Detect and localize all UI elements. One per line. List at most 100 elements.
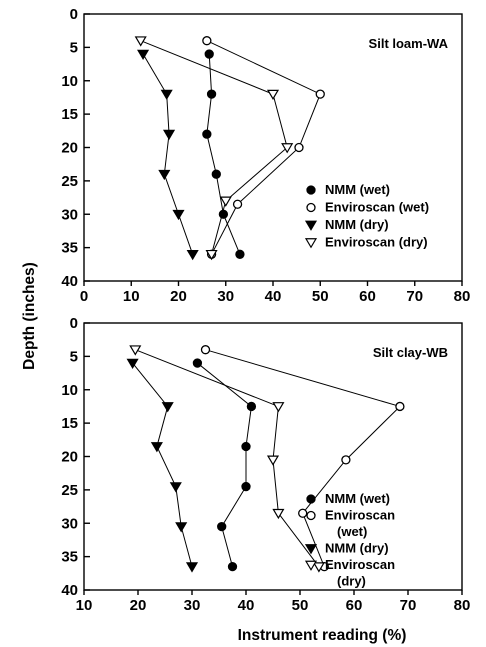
data-point-enviroscan-dry — [266, 455, 280, 466]
data-point-enviroscan-wet — [315, 89, 325, 99]
data-point-enviroscan-dry — [266, 89, 280, 101]
legend-label-nmm-wet: NMM (wet) — [325, 491, 390, 506]
y-tick-label: 15 — [61, 106, 78, 123]
legend-label-enviroscan-wet: Enviroscan (wet) — [325, 200, 429, 215]
series-line-nmm-wet — [197, 362, 252, 567]
x-tick-label: 60 — [359, 288, 376, 305]
y-axis-label: Depth (inches) — [21, 262, 38, 370]
y-tick-label: 0 — [70, 315, 78, 332]
data-point-enviroscan-dry — [281, 143, 294, 154]
legend-label-enviroscan-wet: (wet) — [337, 524, 367, 539]
data-point-nmm-dry — [185, 562, 199, 573]
series-nmm-dry — [137, 49, 199, 261]
panel-title: Silt clay-WB — [373, 345, 448, 360]
x-tick-label: 20 — [130, 597, 147, 614]
legend-label-nmm-wet: NMM (wet) — [325, 182, 390, 197]
series-nmm-dry — [126, 358, 199, 573]
data-point-nmm-wet — [241, 441, 251, 452]
y-tick-label: 15 — [61, 415, 78, 432]
legend-label-nmm-dry: NMM (dry) — [325, 217, 389, 232]
data-point-enviroscan-dry — [205, 249, 218, 261]
legend-marker-enviroscan-wet — [306, 510, 316, 521]
x-tick-label: 10 — [123, 288, 140, 305]
data-point-nmm-dry — [186, 249, 199, 261]
data-point-enviroscan-wet — [232, 199, 243, 209]
series-enviroscan-wet — [200, 345, 405, 572]
data-point-nmm-wet — [246, 401, 257, 412]
x-tick-label: 70 — [400, 597, 417, 614]
x-axis-label: Instrument reading (%) — [238, 627, 407, 644]
series-line-enviroscan-dry — [140, 40, 288, 255]
data-point-nmm-dry — [137, 49, 150, 60]
data-point-nmm-dry — [163, 129, 176, 141]
legend-marker-nmm-dry — [304, 220, 318, 231]
y-tick-label: 25 — [61, 173, 78, 190]
panel-title: Silt loam-WA — [369, 36, 449, 51]
data-point-enviroscan-dry — [312, 562, 325, 573]
legend-marker-nmm-wet — [306, 494, 316, 504]
data-point-nmm-dry — [172, 209, 185, 221]
series-line-nmm-dry — [142, 53, 194, 255]
legend: NMM (wet)Enviroscan(wet)NMM (dry)Enviros… — [304, 491, 395, 589]
y-tick-label: 10 — [61, 73, 78, 90]
legend: NMM (wet) Enviroscan (wet) NMM (dry) Enviro… — [304, 182, 429, 250]
series-nmm-wet — [192, 358, 257, 572]
data-point-enviroscan-wet — [341, 455, 351, 465]
x-tick-label: 30 — [184, 597, 201, 614]
data-point-enviroscan-dry — [272, 402, 285, 413]
x-tick-label: 0 — [80, 288, 88, 305]
y-tick-label: 10 — [61, 382, 78, 399]
series-line-enviroscan-wet — [205, 349, 401, 567]
legend-label-enviroscan-dry: Enviroscan (dry) — [325, 235, 428, 250]
y-tick-label: 40 — [61, 582, 78, 599]
legend-marker-enviroscan-dry — [304, 238, 318, 249]
data-point-nmm-wet — [241, 481, 251, 492]
legend-marker-nmm-dry — [304, 544, 318, 555]
data-point-enviroscan-wet — [200, 345, 211, 355]
data-point-nmm-dry — [161, 402, 174, 413]
x-tick-label: 20 — [170, 288, 187, 305]
data-point-enviroscan-wet — [298, 508, 308, 518]
data-point-nmm-dry — [126, 358, 139, 369]
y-tick-label: 30 — [61, 515, 78, 532]
series-line-nmm-dry — [132, 362, 193, 567]
x-tick-label: 50 — [292, 597, 309, 614]
x-tick-label: 30 — [217, 288, 234, 305]
data-point-nmm-wet — [211, 169, 221, 179]
x-tick-label: 80 — [454, 597, 471, 614]
y-tick-label: 30 — [61, 206, 78, 223]
data-point-nmm-wet — [217, 521, 227, 532]
legend-marker-enviroscan-wet — [306, 202, 316, 213]
series-enviroscan-dry — [129, 345, 325, 573]
x-tick-label: 70 — [406, 288, 423, 305]
data-point-enviroscan-wet — [294, 142, 304, 153]
y-tick-label: 20 — [61, 449, 78, 466]
series-enviroscan-dry — [134, 36, 294, 261]
data-point-nmm-dry — [158, 169, 171, 181]
series-line-nmm-wet — [206, 54, 241, 255]
series-nmm-wet — [202, 49, 245, 259]
y-tick-label: 35 — [61, 240, 78, 257]
data-point-nmm-wet — [235, 249, 245, 259]
x-tick-label: 80 — [454, 288, 471, 305]
data-point-nmm-wet — [227, 561, 238, 572]
legend-label-enviroscan-dry: Enviroscan — [325, 557, 395, 572]
data-point-enviroscan-dry — [272, 508, 285, 520]
data-point-nmm-dry — [169, 482, 182, 493]
y-tick-label: 0 — [70, 6, 78, 23]
legend-marker-nmm-wet — [306, 185, 316, 195]
data-point-nmm-dry — [160, 89, 173, 101]
legend-label-enviroscan-wet: Enviroscan — [325, 508, 395, 523]
y-tick-label: 40 — [61, 273, 78, 290]
data-point-enviroscan-dry — [129, 345, 142, 356]
y-tick-label: 25 — [61, 482, 78, 499]
data-point-enviroscan-dry — [219, 196, 232, 207]
data-point-nmm-dry — [175, 522, 188, 533]
data-point-enviroscan-dry — [134, 36, 147, 47]
y-tick-label: 5 — [70, 348, 78, 365]
data-point-nmm-wet — [202, 129, 212, 139]
y-tick-label: 35 — [61, 549, 78, 566]
